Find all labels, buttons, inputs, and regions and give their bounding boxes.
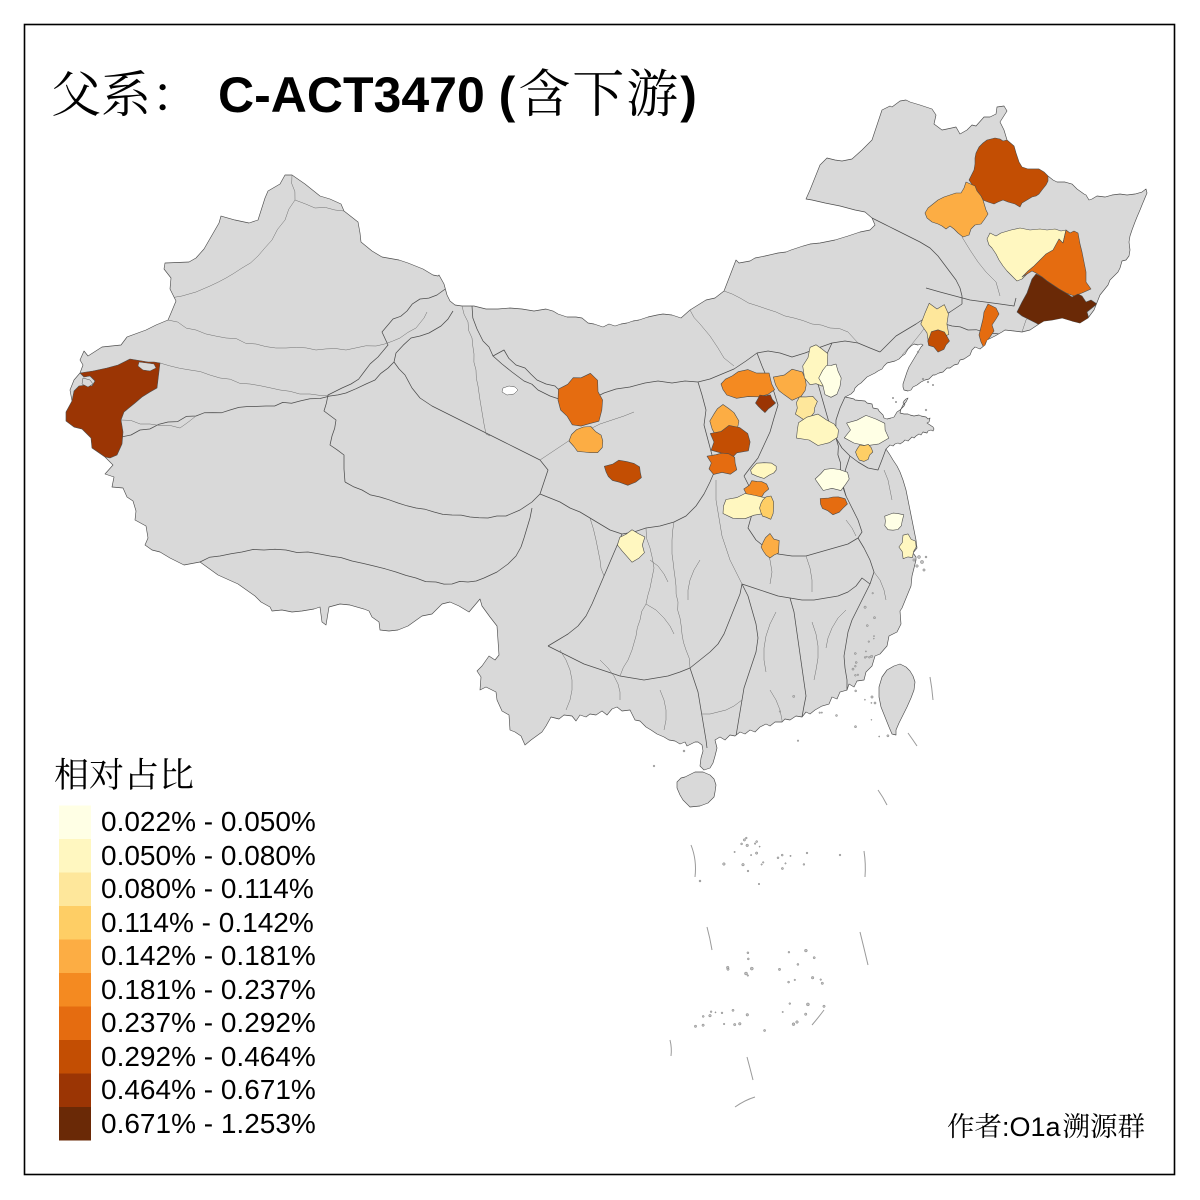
svg-text:0.292% - 0.464%: 0.292% - 0.464%: [101, 1041, 316, 1072]
svg-text:C-ACT3470 (: C-ACT3470 (: [218, 67, 516, 123]
svg-text:): ): [680, 67, 697, 123]
svg-text::O1a: :O1a: [1002, 1112, 1062, 1142]
svg-text:0.237% - 0.292%: 0.237% - 0.292%: [101, 1007, 316, 1038]
svg-text:0.181% - 0.237%: 0.181% - 0.237%: [101, 974, 316, 1005]
svg-text:0.671% - 1.253%: 0.671% - 1.253%: [101, 1108, 316, 1139]
svg-text:0.080% - 0.114%: 0.080% - 0.114%: [101, 873, 314, 904]
svg-text:0.142% - 0.181%: 0.142% - 0.181%: [101, 940, 316, 971]
svg-text:0.050% - 0.080%: 0.050% - 0.080%: [101, 840, 316, 871]
svg-text:0.464% - 0.671%: 0.464% - 0.671%: [101, 1074, 316, 1105]
svg-text:0.022% - 0.050%: 0.022% - 0.050%: [101, 806, 316, 837]
svg-text:0.114% - 0.142%: 0.114% - 0.142%: [101, 907, 314, 938]
